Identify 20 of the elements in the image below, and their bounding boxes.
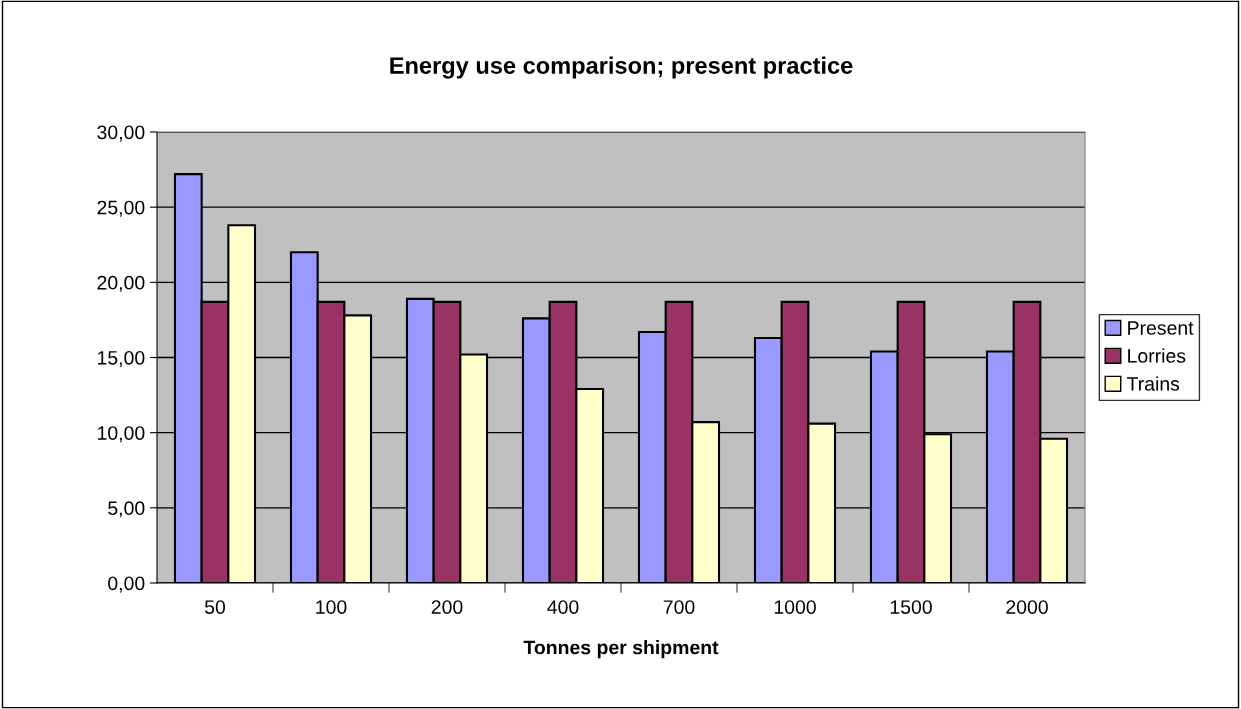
- x-tick-label: 2000: [1006, 600, 1048, 614]
- chart-title: Energy use comparison; present practice: [390, 56, 853, 79]
- y-tick-label: 0,00: [108, 576, 145, 593]
- x-tick-label: 50: [204, 600, 226, 614]
- x-tick-label: 100: [316, 600, 347, 614]
- x-tick-label: 200: [431, 600, 463, 614]
- x-tick-label: 700: [663, 600, 695, 614]
- y-tick-label: 5,00: [108, 501, 145, 518]
- x-axis-title: Tonnes per shipment: [523, 640, 719, 659]
- x-tick-label: 400: [547, 600, 579, 614]
- y-tick-label: 30,00: [97, 125, 145, 142]
- legend-label: Present: [1128, 321, 1194, 335]
- x-tick-label: 1500: [890, 600, 932, 614]
- legend-label: Lorries: [1128, 348, 1186, 363]
- x-tick-label: 1000: [774, 600, 816, 614]
- y-tick-label: 10,00: [98, 426, 145, 443]
- y-tick-label: 25,00: [97, 200, 145, 217]
- legend-label: Trains: [1127, 376, 1180, 391]
- y-tick-label: 15,00: [98, 350, 145, 368]
- y-tick-label: 20,00: [97, 275, 145, 292]
